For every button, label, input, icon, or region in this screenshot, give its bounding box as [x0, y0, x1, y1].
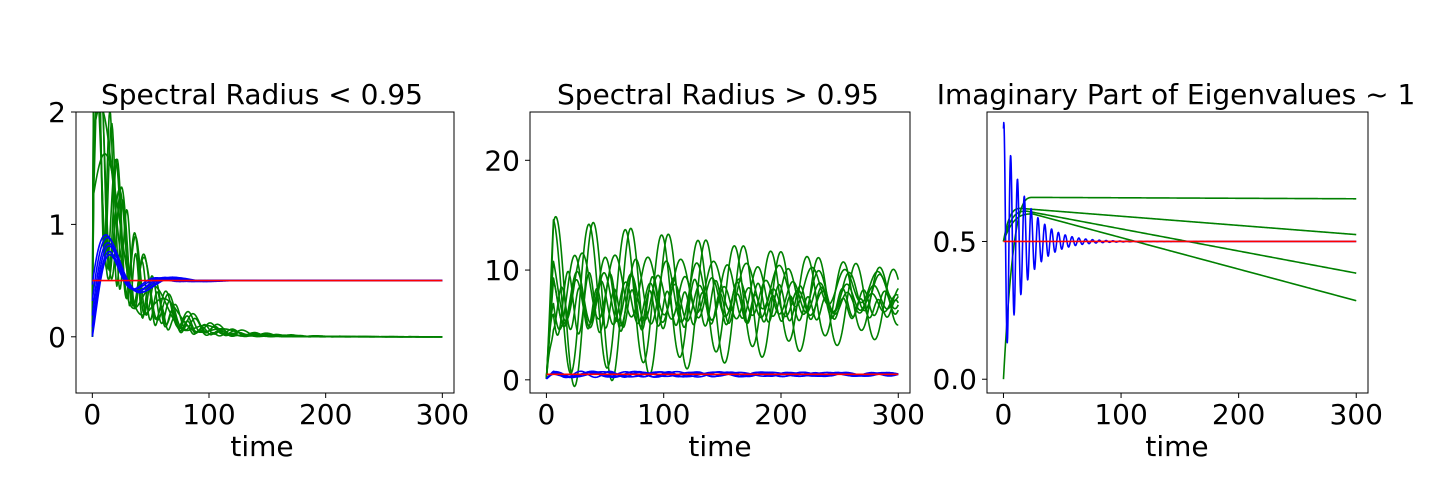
series-line-green-3: [1002, 210, 1357, 274]
series-line-green-2: [91, 112, 443, 338]
x-tick-label: 0: [995, 398, 1013, 431]
series-layer-2: [545, 215, 900, 388]
x-axis-label-3: time: [1145, 430, 1208, 463]
x-tick-label: 200: [1212, 398, 1265, 431]
x-tick-label: 0: [538, 398, 556, 431]
series-line-green-1: [545, 215, 900, 388]
chart-panel-3: Imaginary Part of Eigenvalues ~ 1 0 100 20…: [932, 78, 1415, 463]
series-line-blue-1: [1002, 121, 1357, 344]
plot-frame-3: [986, 111, 1369, 394]
y-tick-label: 0: [48, 321, 66, 354]
x-axis-label-2: time: [688, 430, 751, 463]
x-tick-label: 200: [754, 398, 807, 431]
series-line-green-6: [545, 270, 900, 379]
x-tick-label: 0: [83, 398, 101, 431]
series-line-green-4: [91, 112, 443, 338]
x-tick-label: 100: [637, 398, 690, 431]
x-tick-label: 200: [299, 398, 352, 431]
series-line-green-1: [1002, 196, 1357, 380]
chart-panel-2: Spectral Radius > 0.95 0 100 200 300 0 10 20 t…: [484, 78, 925, 463]
ticks-layer-2: 0 100 200 300 0 10 20: [484, 144, 925, 431]
x-tick-label: 100: [1094, 398, 1147, 431]
y-tick-label: 0.5: [932, 225, 977, 258]
y-tick-label: 10: [484, 254, 520, 287]
series-line-blue-1: [91, 253, 443, 337]
ticks-layer-3: 0 100 200 300 0.0 0.5: [932, 225, 1382, 431]
chart-title-1: Spectral Radius < 0.95: [101, 78, 423, 111]
series-line-green-4: [1002, 213, 1357, 302]
series-layer-1: [91, 112, 443, 338]
chart-title-2: Spectral Radius > 0.95: [557, 78, 879, 111]
x-tick-label: 100: [182, 398, 235, 431]
plot-frame-1: [75, 111, 455, 394]
y-tick-label: 0: [502, 364, 520, 397]
x-tick-label: 300: [1330, 398, 1383, 431]
y-tick-label: 2: [48, 96, 66, 129]
chart-panel-1: Spectral Radius < 0.95 0 100 200 300 0 1 2 tim…: [48, 78, 469, 463]
series-line-green-8: [91, 152, 443, 338]
y-tick-label: 20: [484, 144, 520, 177]
x-axis-label-1: time: [230, 430, 293, 463]
series-line-green-2: [1002, 207, 1357, 242]
y-tick-label: 0.0: [932, 363, 977, 396]
series-layer-3: [1002, 121, 1357, 380]
x-tick-label: 300: [416, 398, 469, 431]
ticks-layer-1: 0 100 200 300 0 1 2: [48, 96, 469, 431]
x-tick-label: 300: [872, 398, 925, 431]
chart-title-3: Imaginary Part of Eigenvalues ~ 1: [937, 78, 1416, 111]
plot-frame-2: [529, 111, 911, 394]
y-tick-label: 1: [48, 208, 66, 241]
series-line-green-8: [545, 278, 899, 379]
series-line-green-2: [545, 218, 899, 379]
